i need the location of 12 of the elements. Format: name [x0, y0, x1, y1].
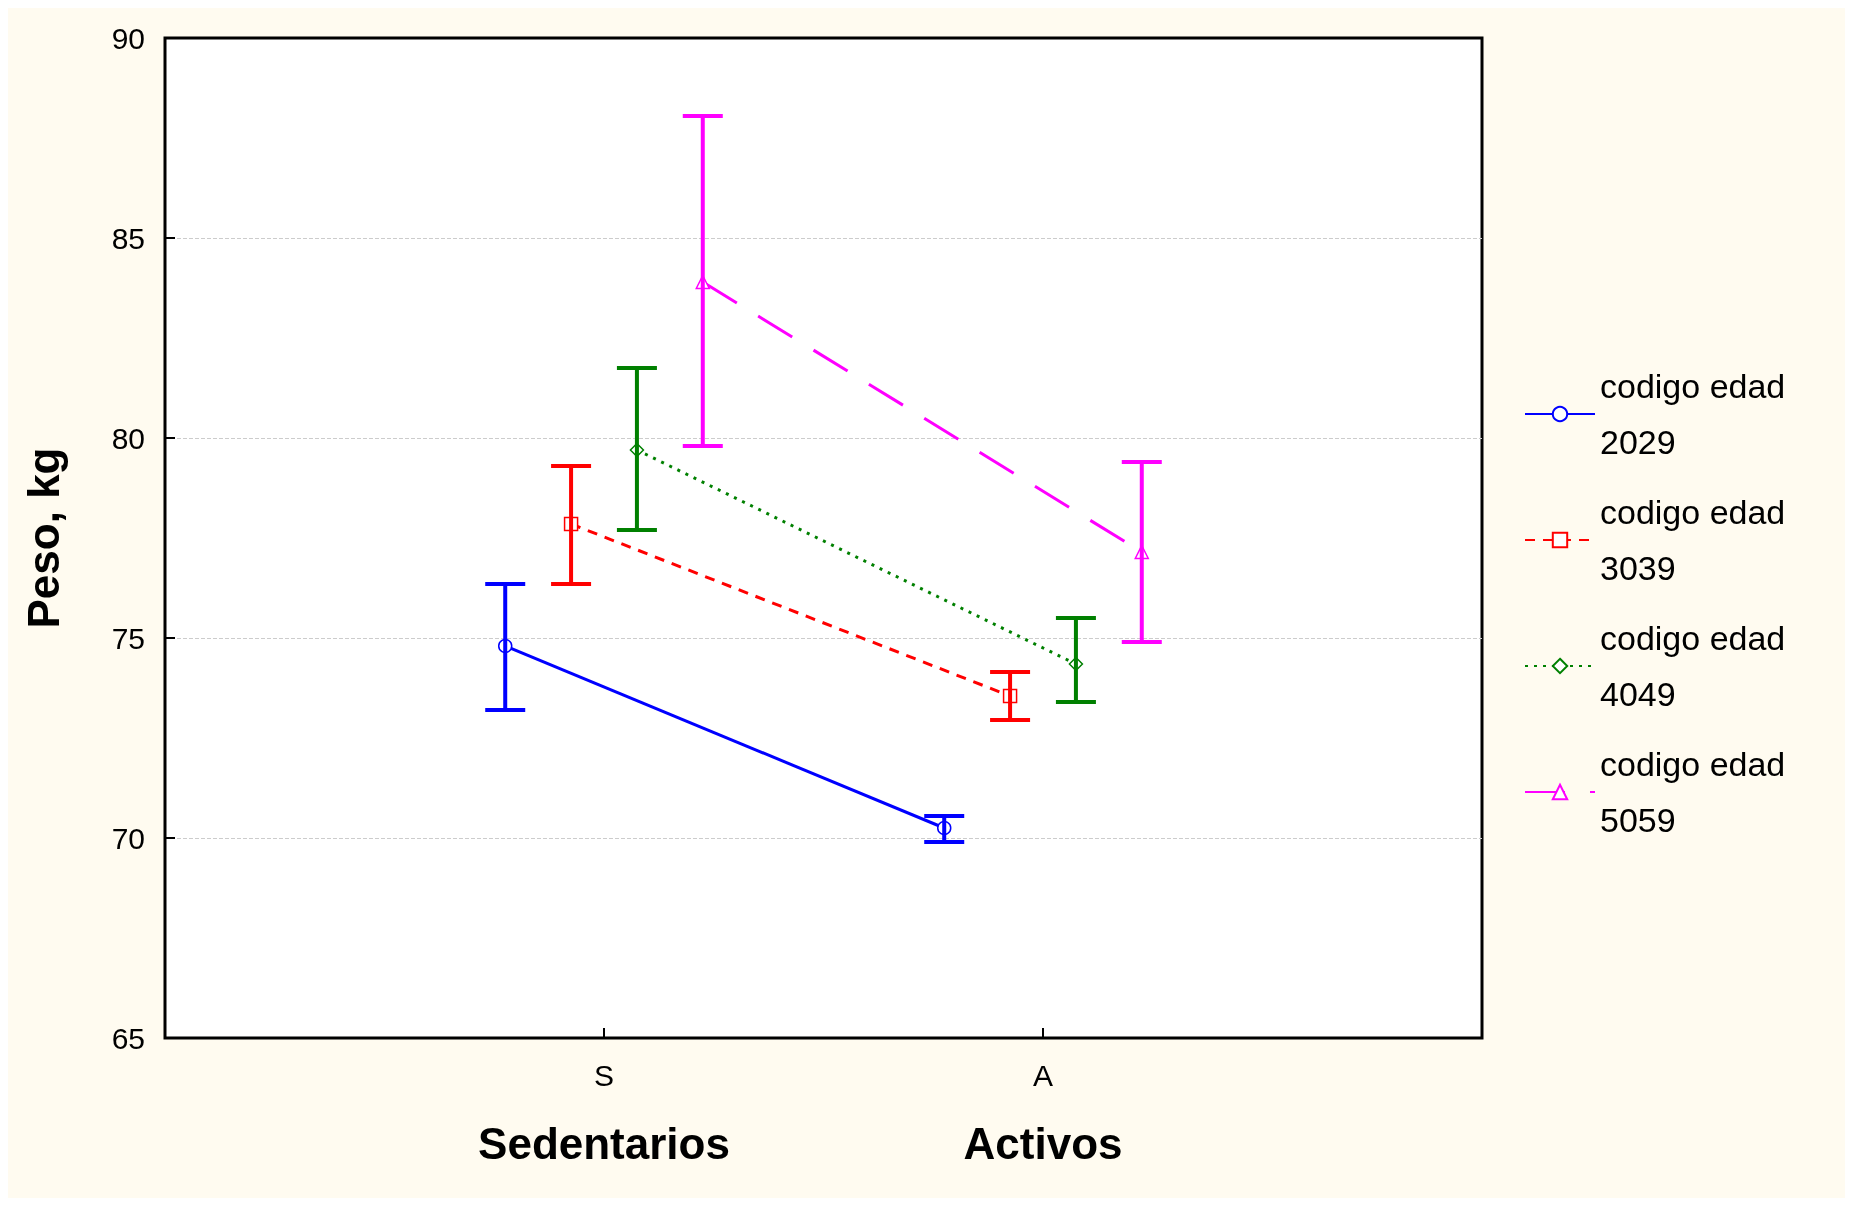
y-tick-label: 85 — [111, 221, 145, 255]
y-tick-label: 75 — [111, 621, 145, 655]
legend-label: codigo edad 5059 — [1600, 745, 1795, 839]
x-tick-label: S — [593, 1058, 615, 1092]
y-tick-label: 80 — [111, 421, 145, 455]
text: Sedentarios — [478, 1118, 730, 1168]
y-tick-label: 90 — [111, 21, 145, 55]
y-tick-label: 65 — [111, 1021, 145, 1055]
text: Activos — [963, 1118, 1123, 1168]
y-axis-title: Peso, kg — [18, 447, 68, 629]
y-tick-label: 70 — [111, 821, 145, 855]
x-tick-label: A — [1032, 1058, 1054, 1092]
